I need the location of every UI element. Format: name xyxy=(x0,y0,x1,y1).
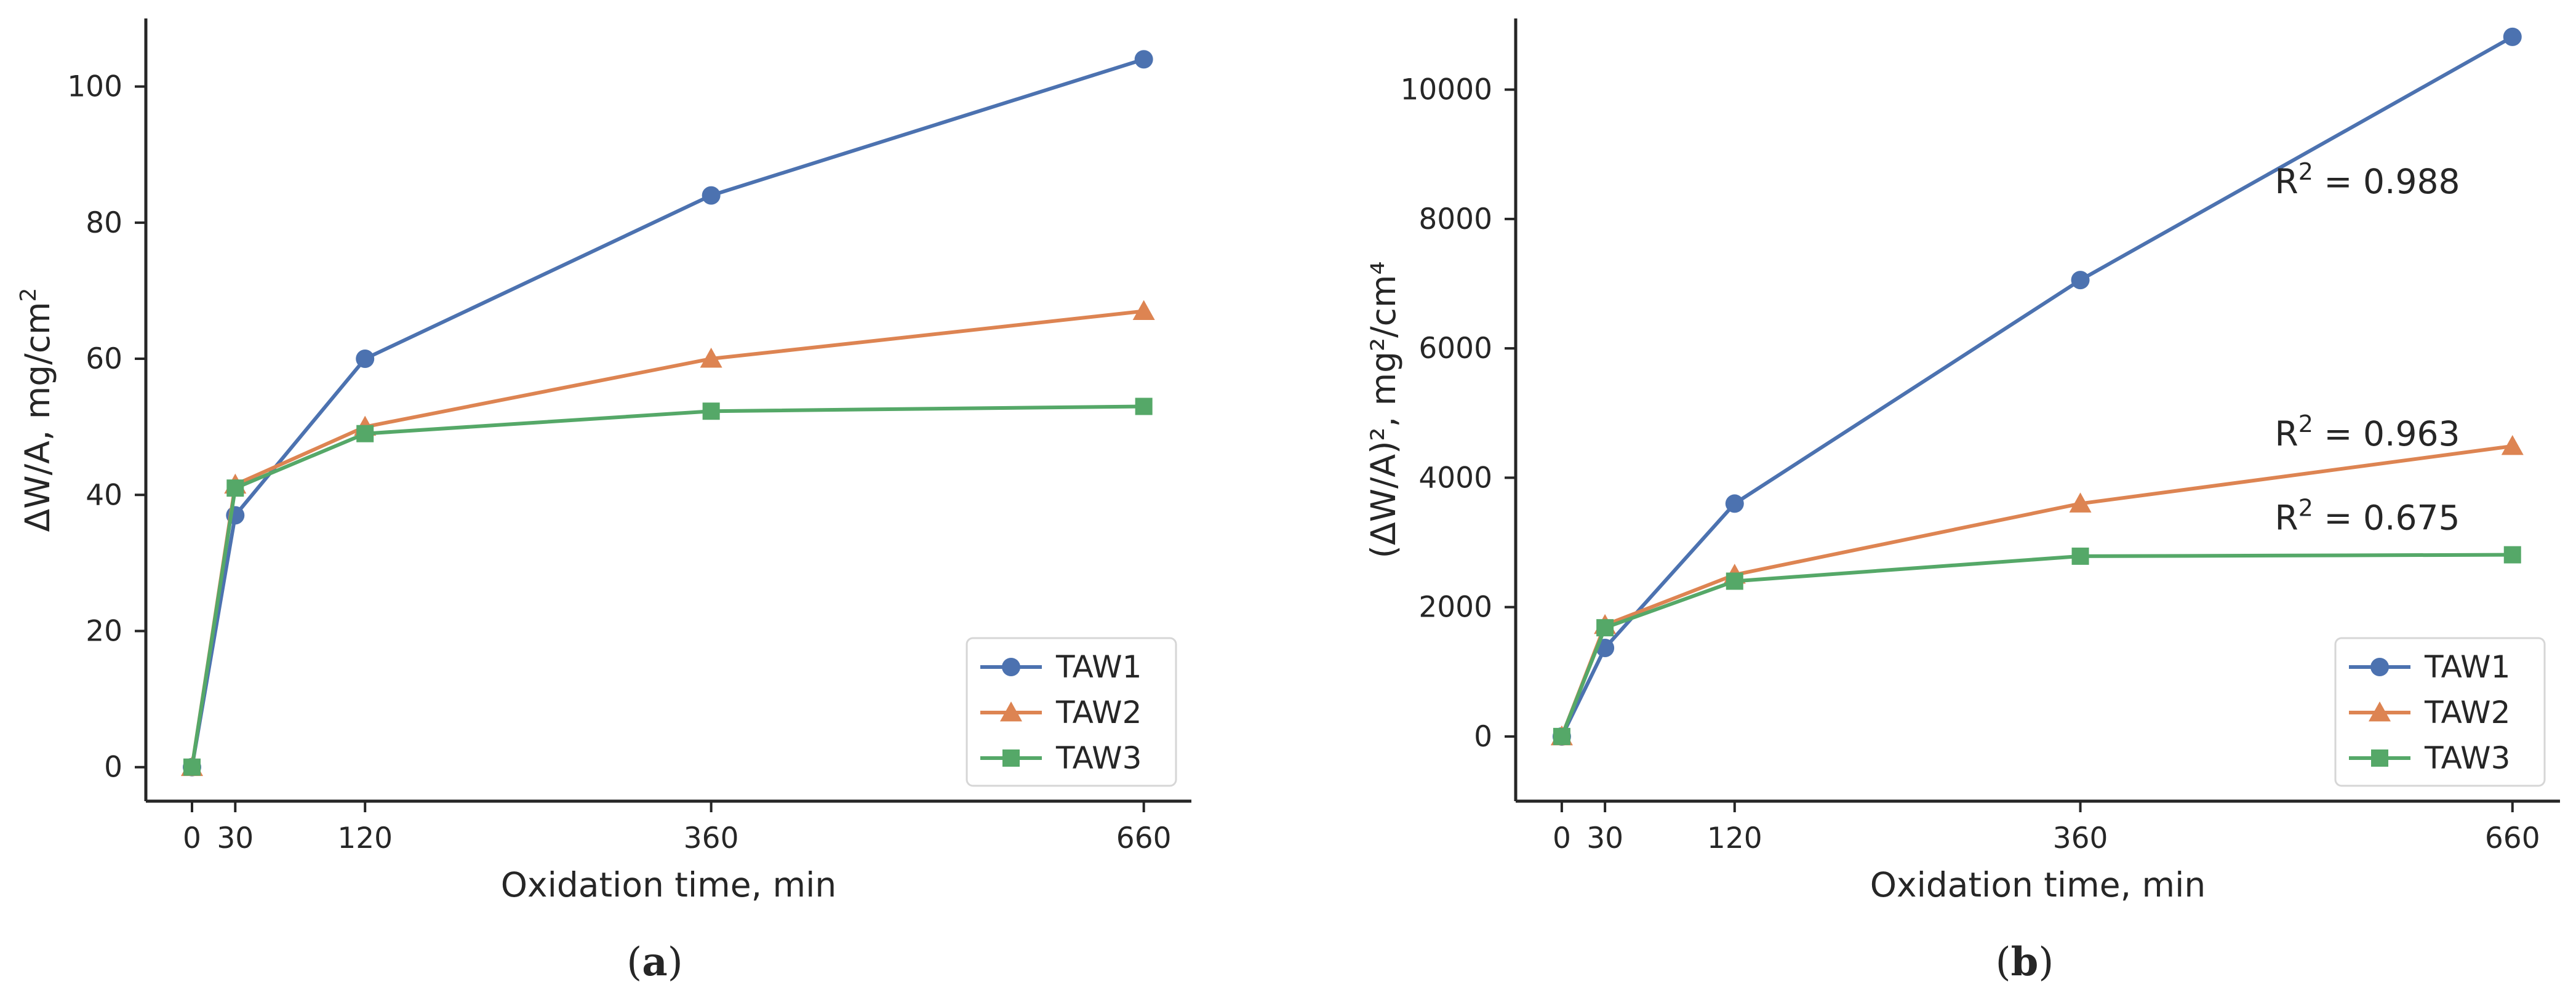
caption-open-paren: ( xyxy=(626,940,642,985)
y-tick-label: 0 xyxy=(104,751,122,785)
annotation-superscript: 2 xyxy=(2298,410,2313,438)
data-point-taw1 xyxy=(356,350,375,369)
legend-label-taw2: TAW2 xyxy=(1055,695,1142,730)
legend: TAW1 TAW2 TAW3 xyxy=(966,637,1177,787)
x-axis-label: Oxidation time, min xyxy=(1870,865,2206,905)
data-point-taw3 xyxy=(183,758,201,776)
data-point-taw3 xyxy=(1726,572,1743,590)
annotation-value: = 0.988 xyxy=(2313,162,2460,201)
series-line-taw1 xyxy=(1560,35,2514,738)
data-point-taw3 xyxy=(1596,619,1614,637)
x-tick-label: 360 xyxy=(2053,821,2108,855)
y-tick-label: 100 xyxy=(67,70,122,104)
y-axis-label: (ΔW/A)², mg²/cm⁴ xyxy=(1364,261,1403,558)
y-tick-label: 60 xyxy=(86,342,122,376)
annotation-prefix: R xyxy=(2275,498,2298,537)
y-tick-label: 2000 xyxy=(1418,591,1492,625)
legend-label-taw3: TAW3 xyxy=(1055,740,1142,776)
chart-panel-b: 0 2000 4000 6000 8000 10000 0 30 120 360 660 Oxidat… xyxy=(1364,18,2560,985)
legend-marker-taw2 xyxy=(2369,701,2391,722)
x-tick-label: 30 xyxy=(1586,821,1623,855)
legend-box xyxy=(966,637,1177,787)
x-tick-label: 30 xyxy=(217,821,254,855)
x-tick-label: 0 xyxy=(183,821,201,855)
y-tick-label: 20 xyxy=(86,614,122,648)
y-tick-label: 8000 xyxy=(1418,202,1492,236)
data-point-taw3 xyxy=(2503,546,2521,564)
data-point-taw3 xyxy=(1553,727,1570,745)
data-point-taw1 xyxy=(1134,50,1153,69)
legend-marker-taw3 xyxy=(1002,749,1020,767)
data-point-taw3 xyxy=(226,479,244,497)
legend-label-taw1: TAW1 xyxy=(2424,649,2510,685)
data-point-taw2 xyxy=(700,348,722,368)
caption-close-paren: ) xyxy=(2038,940,2054,985)
y-tick-label: 0 xyxy=(1474,720,1492,754)
data-point-taw1 xyxy=(2071,271,2090,290)
legend: TAW1 TAW2 TAW3 xyxy=(2334,637,2546,787)
chart-panel-a: 0 20 40 60 80 100 0 30 120 360 660 Oxidation time, … xyxy=(16,18,1191,985)
y-axis-label: ΔW/A, mg/cm2 xyxy=(16,288,57,532)
r-squared-annotation: R2 = 0.988 xyxy=(2275,158,2460,201)
y-axis-label-text: ΔW/A, mg/cm xyxy=(18,302,57,532)
data-point-taw1 xyxy=(2503,27,2522,46)
legend-label-taw3: TAW3 xyxy=(2424,740,2510,776)
x-tick-label: 120 xyxy=(337,821,393,855)
y-tick-label: 6000 xyxy=(1418,332,1492,366)
x-tick-label: 120 xyxy=(1707,821,1762,855)
annotation-prefix: R xyxy=(2275,414,2298,454)
legend-box xyxy=(2334,637,2546,787)
data-point-taw2 xyxy=(1132,300,1155,321)
legend-marker-taw3 xyxy=(2371,749,2388,767)
annotation-prefix: R xyxy=(2275,162,2298,201)
y-tick-label: 80 xyxy=(86,206,122,240)
x-axis-label: Oxidation time, min xyxy=(501,865,837,905)
panel-caption: (a) xyxy=(626,939,682,985)
caption-close-paren: ) xyxy=(668,940,683,985)
caption-letter: a xyxy=(642,939,667,985)
legend-marker-taw1 xyxy=(2370,658,2389,676)
data-point-taw2 xyxy=(2501,434,2524,455)
y-tick-label: 4000 xyxy=(1418,461,1492,495)
annotation-value: = 0.963 xyxy=(2313,414,2460,454)
legend-marker-taw1 xyxy=(1002,658,1020,676)
x-tick-label: 660 xyxy=(1116,821,1172,855)
data-point-taw2 xyxy=(2069,492,2092,513)
caption-letter: b xyxy=(2011,939,2039,985)
data-point-taw3 xyxy=(2071,547,2089,565)
annotation-superscript: 2 xyxy=(2298,494,2313,521)
x-tick-label: 360 xyxy=(684,821,739,855)
caption-open-paren: ( xyxy=(1996,940,2011,985)
x-tick-label: 660 xyxy=(2485,821,2540,855)
annotation-superscript: 2 xyxy=(2298,158,2313,185)
data-point-taw3 xyxy=(702,402,720,420)
x-tick-label: 0 xyxy=(1553,821,1571,855)
y-tick-label: 40 xyxy=(86,478,122,512)
panel-caption: (b) xyxy=(1996,939,2054,985)
data-point-taw3 xyxy=(356,425,374,442)
y-axis-label-text: (ΔW/A)², mg²/cm⁴ xyxy=(1364,261,1403,558)
legend-label-taw2: TAW2 xyxy=(2424,695,2510,730)
legend-marker-taw2 xyxy=(1000,701,1022,722)
data-point-taw1 xyxy=(1725,494,1744,513)
y-axis-label-superscript: 2 xyxy=(16,288,41,302)
legend-label-taw1: TAW1 xyxy=(1055,649,1142,685)
data-point-taw1 xyxy=(702,186,721,205)
r-squared-annotation: R2 = 0.963 xyxy=(2275,410,2460,454)
data-point-taw3 xyxy=(1135,398,1153,415)
r-squared-annotation: R2 = 0.675 xyxy=(2275,494,2460,537)
annotation-value: = 0.675 xyxy=(2313,498,2460,537)
y-tick-label: 10000 xyxy=(1400,73,1492,107)
